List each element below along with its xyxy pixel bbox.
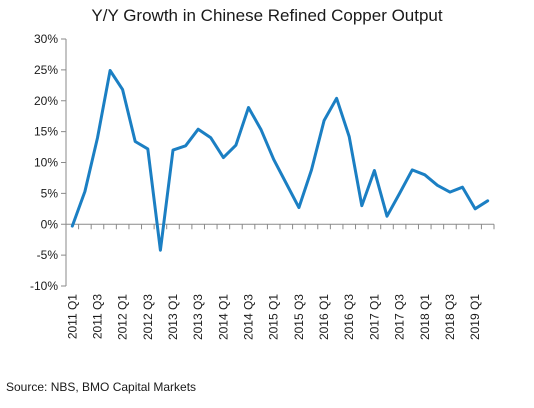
x-axis: 2011 Q1 2011 Q3 2012 Q1 2012 Q3 2013 Q1 2013 …	[65, 223, 495, 340]
x-tick-label: 2018 Q3	[443, 294, 457, 340]
y-tick-label: 15%	[34, 125, 58, 139]
x-tick-label: 2011 Q1	[65, 294, 79, 339]
y-tick-label: 0%	[41, 217, 59, 231]
x-tick-label: 2013 Q3	[191, 294, 205, 340]
series	[70, 69, 490, 252]
chart-title: Y/Y Growth in Chinese Refined Copper Out…	[91, 6, 443, 25]
y-tick-label: 10%	[34, 156, 58, 170]
y-tick-label: 30%	[34, 32, 58, 46]
x-tick-label: 2015 Q3	[292, 294, 306, 340]
y-tick-label: 5%	[41, 186, 59, 200]
y-tick-label: 25%	[34, 63, 58, 77]
y-tick-label: -10%	[30, 279, 58, 293]
x-tick-label: 2014 Q1	[216, 294, 230, 340]
x-tick-label: 2015 Q1	[267, 294, 281, 340]
x-tick-label: 2013 Q1	[166, 294, 180, 340]
x-tick-label: 2019 Q1	[468, 294, 482, 340]
x-tick-label: 2017 Q3	[393, 294, 407, 340]
x-tick-label: 2016 Q3	[342, 294, 356, 340]
y-tick-label: 20%	[34, 94, 58, 108]
x-tick-label: 2016 Q1	[317, 294, 331, 340]
y-tick-label: -5%	[37, 248, 59, 262]
x-tick-label: 2017 Q1	[367, 294, 381, 340]
x-tick-label: 2012 Q1	[116, 294, 130, 340]
x-tick-label: 2011 Q3	[90, 294, 104, 339]
source-note: Source: NBS, BMO Capital Markets	[6, 380, 197, 394]
x-tick-label: 2018 Q1	[418, 294, 432, 340]
y-axis: -10% -5% 0% 5% 10% 15% 20% 25% 30%	[30, 32, 67, 293]
x-tick-label: 2012 Q3	[141, 294, 155, 340]
x-tick-label: 2014 Q3	[242, 294, 256, 340]
series-line	[70, 69, 490, 252]
